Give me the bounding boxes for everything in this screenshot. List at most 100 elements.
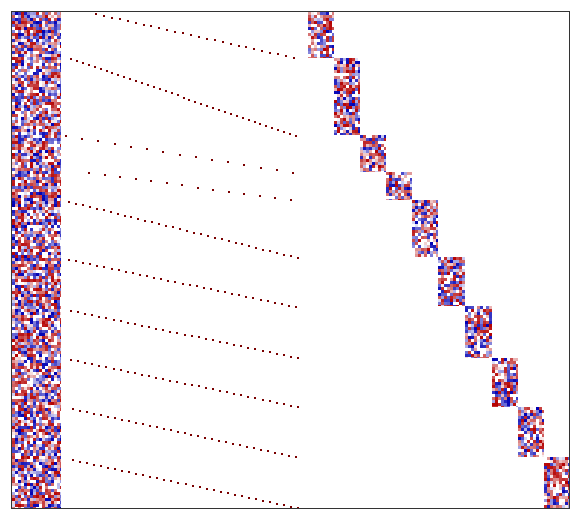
dense-column-block bbox=[42, 153, 45, 156]
dense-column-block bbox=[21, 246, 24, 249]
dense-column-block bbox=[21, 147, 24, 150]
diagonal-block bbox=[311, 51, 314, 54]
diagonal-block bbox=[524, 437, 527, 440]
dense-column-block bbox=[39, 207, 42, 210]
diagonal-block bbox=[389, 196, 392, 199]
dense-column-block bbox=[30, 378, 33, 381]
diagonal-block bbox=[456, 269, 459, 272]
dense-column-block bbox=[57, 426, 60, 429]
dense-column-block bbox=[27, 438, 30, 441]
diagonal-block bbox=[355, 118, 358, 121]
diagonal-block bbox=[527, 422, 530, 425]
sparse-entry bbox=[189, 284, 191, 286]
dense-column-block bbox=[54, 426, 57, 429]
dense-column-block bbox=[15, 186, 18, 189]
sparse-entry bbox=[297, 406, 299, 408]
dense-column-block bbox=[51, 12, 54, 15]
dense-column-block bbox=[60, 360, 61, 363]
dense-column-block bbox=[60, 366, 61, 369]
diagonal-block bbox=[412, 212, 415, 215]
diagonal-block bbox=[358, 115, 360, 118]
dense-column-block bbox=[60, 375, 61, 378]
dense-column-block bbox=[57, 321, 60, 324]
dense-column-block bbox=[36, 186, 39, 189]
diagonal-block bbox=[430, 251, 433, 254]
sparse-entry bbox=[290, 199, 292, 201]
diagonal-block bbox=[565, 502, 568, 505]
dense-column-block bbox=[12, 303, 15, 306]
diagonal-block bbox=[465, 315, 468, 318]
dense-column-block bbox=[60, 504, 61, 507]
dense-column-block bbox=[39, 501, 42, 504]
sparse-entry bbox=[134, 323, 136, 325]
diagonal-block bbox=[358, 58, 360, 61]
dense-column-block bbox=[15, 450, 18, 453]
dense-column-block bbox=[21, 351, 24, 354]
diagonal-block bbox=[489, 333, 492, 336]
dense-column-block bbox=[54, 456, 57, 459]
diagonal-block bbox=[424, 242, 427, 245]
diagonal-block bbox=[369, 147, 372, 150]
dense-column-block bbox=[48, 228, 51, 231]
sparse-entry bbox=[121, 419, 123, 421]
dense-column-block bbox=[33, 174, 36, 177]
dense-column-block bbox=[18, 75, 21, 78]
diagonal-block bbox=[332, 57, 334, 58]
dense-column-block bbox=[42, 165, 45, 168]
dense-column-block bbox=[27, 162, 30, 165]
dense-column-block bbox=[36, 438, 39, 441]
dense-column-block bbox=[24, 189, 27, 192]
diagonal-block bbox=[465, 318, 468, 321]
dense-column-block bbox=[48, 483, 51, 486]
diagonal-block bbox=[527, 407, 530, 410]
dense-column-block bbox=[15, 489, 18, 492]
sparse-entry bbox=[212, 189, 214, 191]
dense-column-block bbox=[36, 180, 39, 183]
diagonal-block bbox=[340, 133, 343, 135]
dense-column-block bbox=[27, 441, 30, 444]
dense-column-block bbox=[42, 51, 45, 54]
dense-column-block bbox=[21, 177, 24, 180]
dense-column-block bbox=[12, 414, 15, 417]
dense-column-block bbox=[15, 18, 18, 21]
diagonal-block bbox=[556, 487, 559, 490]
dense-column-block bbox=[51, 444, 54, 447]
diagonal-block bbox=[544, 475, 547, 478]
sparse-entry bbox=[207, 235, 209, 237]
diagonal-block bbox=[486, 306, 489, 309]
dense-column-block bbox=[45, 201, 48, 204]
diagonal-block bbox=[477, 339, 480, 342]
diagonal-block bbox=[415, 221, 418, 224]
sparse-entry bbox=[132, 272, 134, 274]
dense-column-block bbox=[24, 282, 27, 285]
dense-column-block bbox=[60, 429, 61, 432]
diagonal-block bbox=[358, 88, 360, 91]
dense-column-block bbox=[60, 294, 61, 297]
diagonal-block bbox=[527, 428, 530, 431]
dense-column-block bbox=[39, 498, 42, 501]
dense-column-block bbox=[27, 372, 30, 375]
dense-column-block bbox=[42, 354, 45, 357]
sparse-entry bbox=[190, 34, 192, 36]
dense-column-block bbox=[27, 192, 30, 195]
dense-column-block bbox=[18, 477, 21, 480]
diagonal-block bbox=[314, 33, 317, 36]
dense-column-block bbox=[51, 246, 54, 249]
dense-column-block bbox=[27, 336, 30, 339]
dense-column-block bbox=[36, 492, 39, 495]
diagonal-block bbox=[389, 175, 392, 178]
diagonal-block bbox=[421, 242, 424, 245]
dense-column-block bbox=[48, 294, 51, 297]
diagonal-block bbox=[489, 354, 492, 357]
dense-column-block bbox=[36, 201, 39, 204]
dense-column-block bbox=[48, 369, 51, 372]
diagonal-block bbox=[352, 118, 355, 121]
dense-column-block bbox=[12, 504, 15, 507]
diagonal-block bbox=[415, 200, 418, 203]
dense-column-block bbox=[48, 186, 51, 189]
dense-column-block bbox=[60, 414, 61, 417]
dense-column-block bbox=[39, 105, 42, 108]
diagonal-block bbox=[320, 27, 323, 30]
diagonal-block bbox=[474, 348, 477, 351]
dense-column-block bbox=[57, 267, 60, 270]
